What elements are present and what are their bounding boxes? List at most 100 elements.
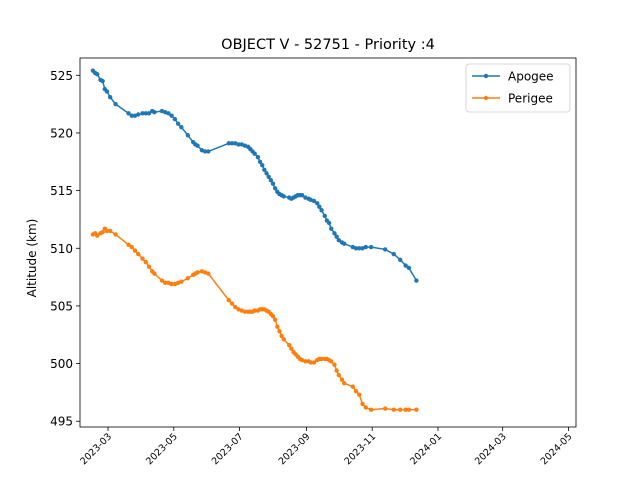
data-point [329, 359, 334, 364]
data-point [353, 246, 359, 251]
data-point [175, 121, 181, 126]
data-point [339, 377, 345, 382]
data-point [113, 232, 118, 237]
data-point [172, 116, 178, 122]
data-point [126, 111, 131, 116]
data-point [275, 324, 280, 329]
data-point [262, 167, 267, 173]
data-point [185, 276, 191, 281]
data-point [398, 257, 403, 262]
legend-item-perigee: Perigee [472, 92, 553, 106]
data-point [391, 407, 396, 412]
data-point [315, 201, 320, 206]
data-point [334, 368, 339, 373]
y-tick-label: 495 [50, 415, 73, 429]
y-tick-label: 505 [50, 299, 73, 313]
data-point [159, 278, 165, 283]
data-point [403, 263, 408, 268]
data-point [336, 372, 341, 378]
chart-title: OBJECT V - 52751 - Priority :4 [221, 37, 435, 53]
data-point [319, 356, 324, 362]
data-point [126, 242, 131, 248]
data-point [104, 89, 110, 94]
series-perigee [90, 226, 419, 412]
data-point [414, 278, 419, 283]
data-point [255, 154, 261, 160]
data-point [143, 111, 148, 116]
data-point [229, 141, 235, 146]
data-point [152, 110, 157, 115]
data-point [332, 362, 337, 367]
data-point [360, 401, 365, 407]
data-point [363, 244, 368, 250]
data-point [113, 101, 118, 107]
data-point [270, 181, 276, 186]
data-point [286, 342, 292, 348]
data-point [226, 297, 231, 303]
legend-item-apogee: Apogee [472, 70, 554, 84]
data-point [107, 228, 113, 234]
series-apogee [90, 68, 419, 283]
data-point [266, 174, 271, 179]
y-tick-label: 520 [50, 126, 73, 140]
data-point [264, 171, 269, 176]
data-point [281, 337, 286, 342]
data-point [129, 113, 134, 118]
data-point [104, 228, 110, 234]
data-point [268, 178, 274, 183]
data-point [303, 359, 308, 364]
data-point [391, 251, 396, 257]
data-point [152, 271, 157, 276]
data-point [329, 226, 334, 231]
data-point [406, 407, 412, 412]
data-point [229, 301, 235, 306]
data-point [107, 95, 113, 100]
data-point [169, 113, 174, 118]
data-point [195, 270, 200, 275]
y-tick-label: 525 [50, 69, 73, 83]
data-point [350, 384, 355, 389]
data-point [136, 251, 141, 257]
legend-label: Apogee [508, 70, 554, 84]
data-point [146, 264, 152, 269]
y-tick-label: 510 [50, 242, 73, 256]
data-point [272, 317, 278, 322]
data-point [319, 208, 324, 213]
data-point [341, 241, 347, 246]
data-point [146, 111, 152, 116]
data-point [414, 407, 419, 412]
data-point [95, 233, 100, 238]
data-point [279, 333, 284, 339]
data-point [140, 256, 145, 261]
data-point [166, 111, 171, 116]
data-point [334, 234, 339, 239]
legend-swatch-marker [483, 95, 489, 101]
data-point [185, 133, 191, 138]
data-point [357, 392, 362, 397]
data-point [308, 360, 313, 365]
data-point [332, 231, 337, 236]
data-point [226, 141, 231, 146]
data-point [368, 407, 374, 412]
data-point [257, 159, 263, 164]
data-point [270, 314, 276, 319]
data-point [260, 163, 265, 168]
data-point [252, 151, 257, 156]
y-tick-label: 515 [50, 184, 73, 198]
data-point [299, 193, 305, 198]
legend: Apogee Perigee [465, 63, 571, 113]
data-point [289, 346, 294, 351]
data-point [326, 220, 332, 226]
data-point [100, 229, 105, 235]
data-point [398, 407, 403, 412]
data-point [322, 213, 327, 219]
data-point [353, 389, 359, 394]
data-point [206, 149, 211, 154]
y-tick-label: 500 [50, 357, 73, 371]
data-point [169, 281, 174, 287]
y-axis-label: Altitude (km) [25, 219, 39, 298]
data-point [195, 143, 200, 148]
data-point [311, 360, 317, 365]
data-point [311, 198, 317, 204]
